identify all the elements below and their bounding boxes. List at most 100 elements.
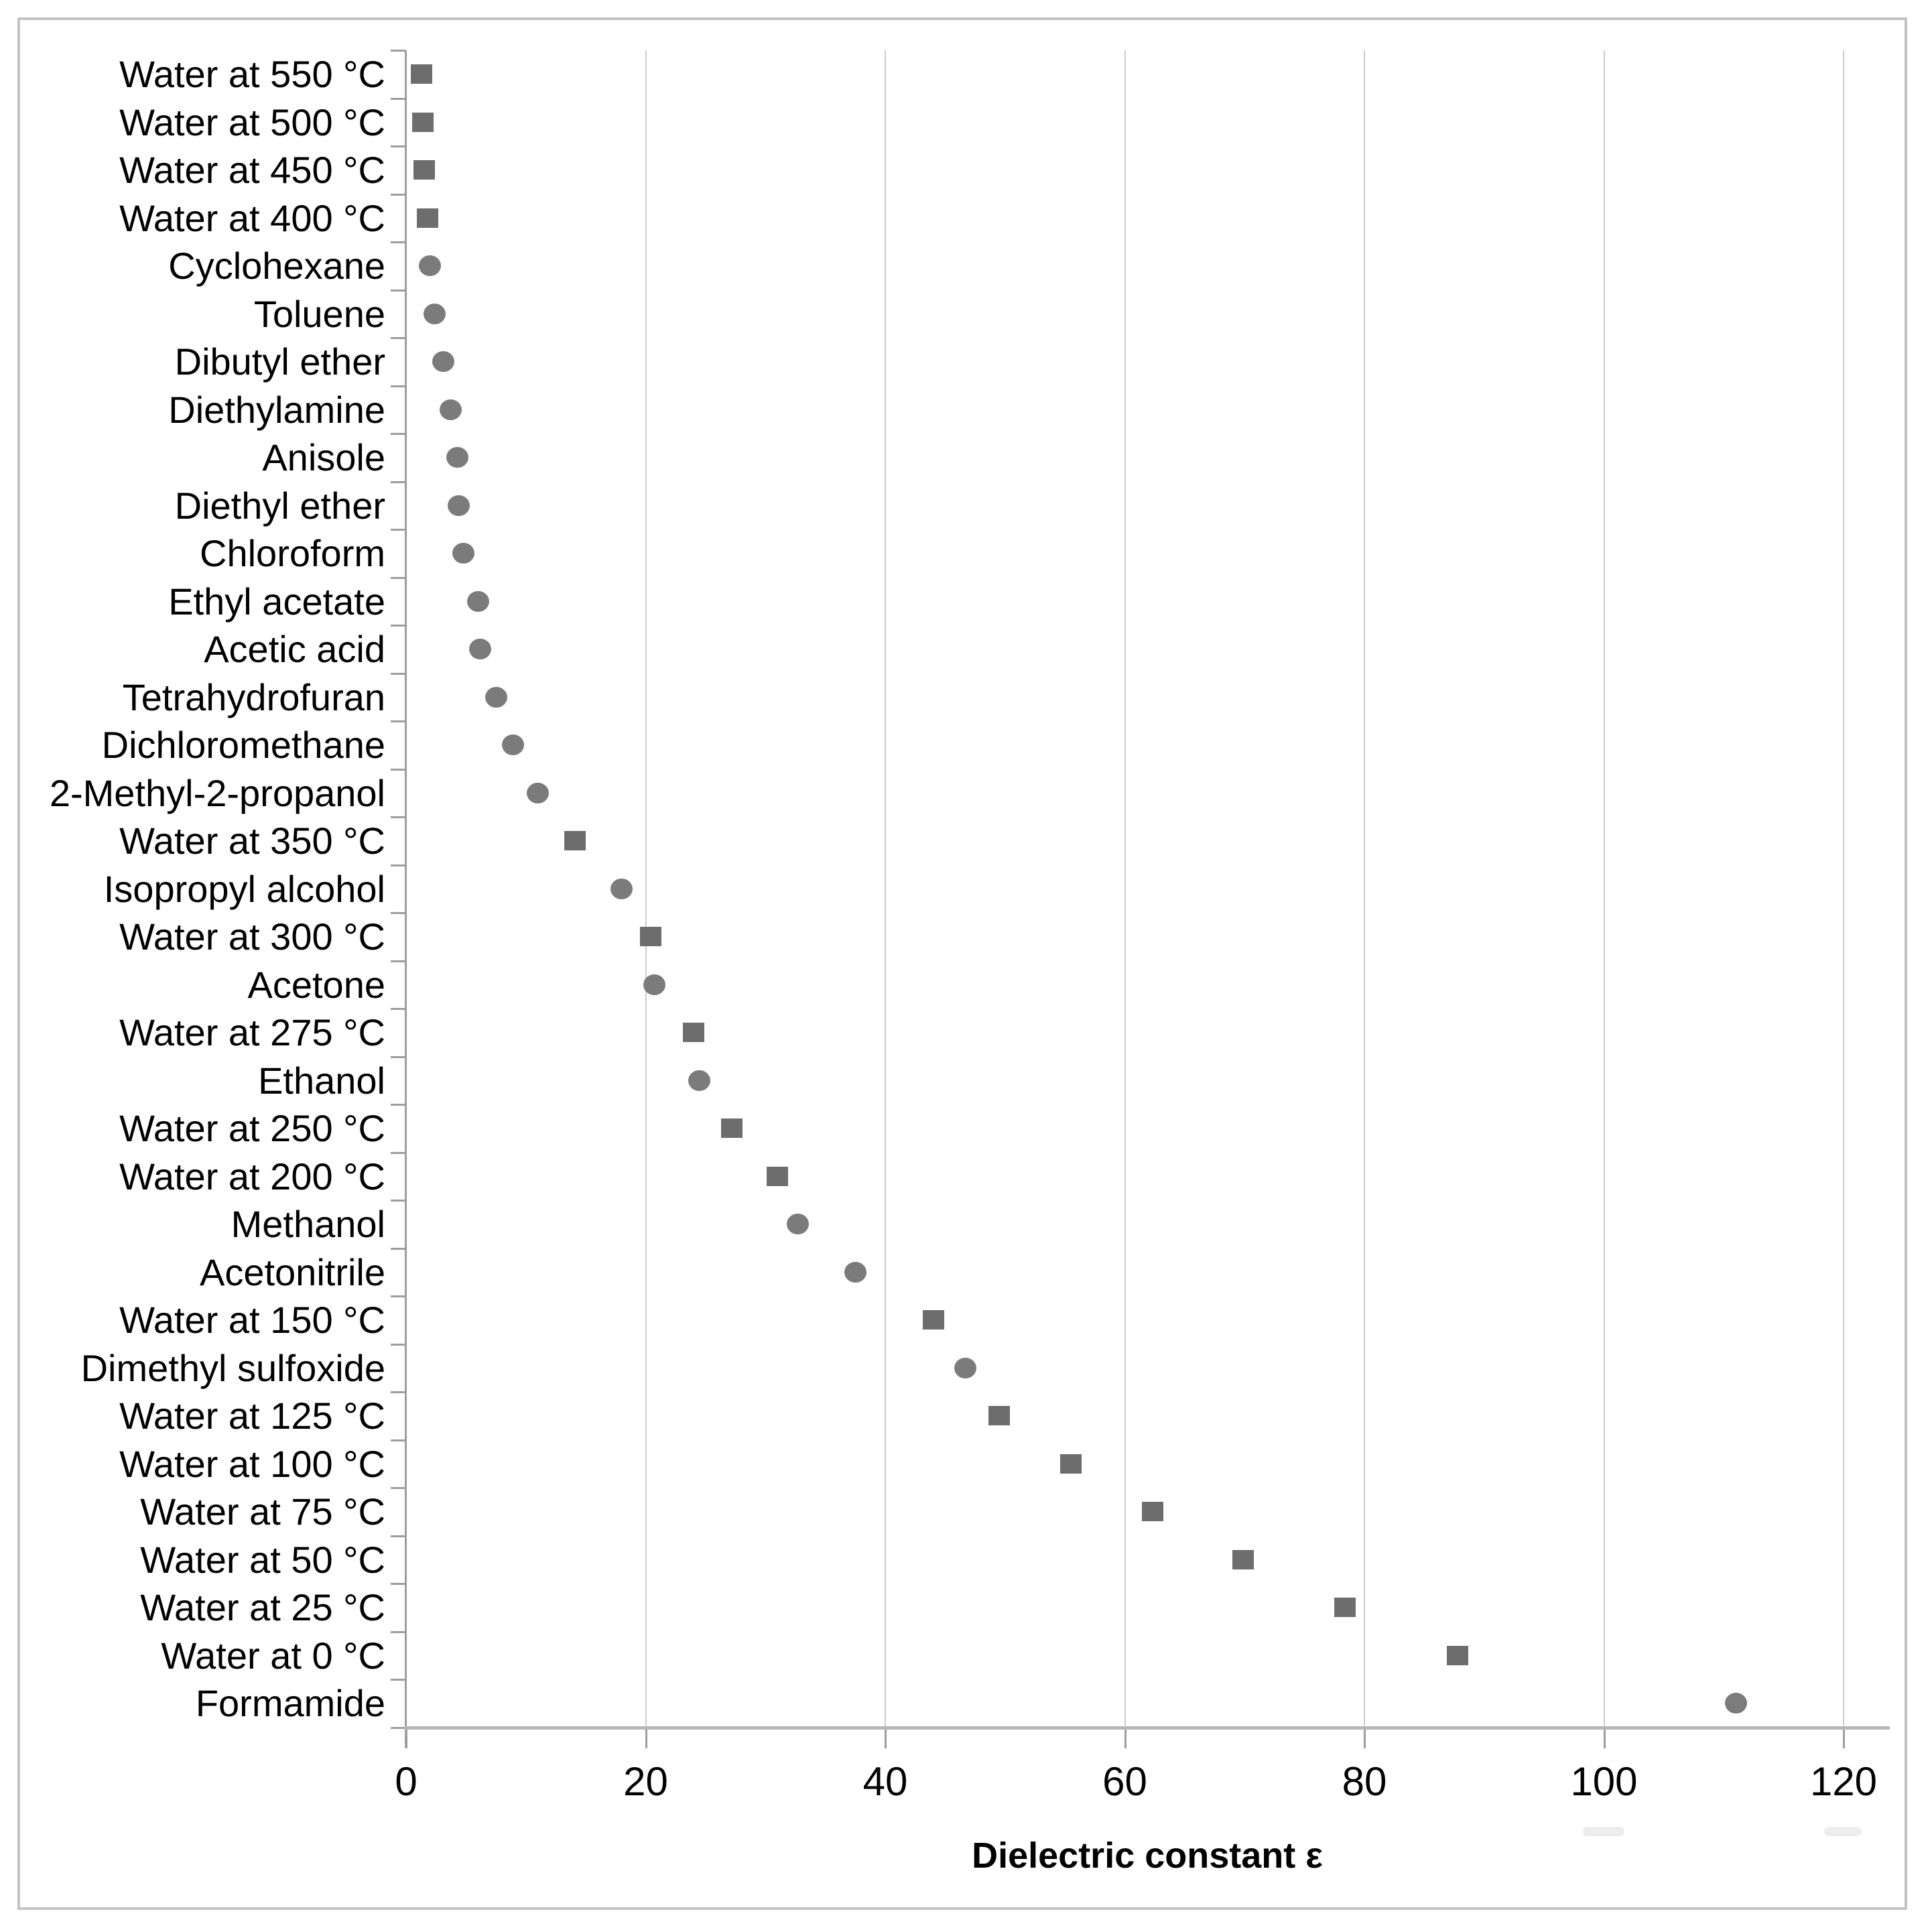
y-axis-tick — [391, 1104, 405, 1106]
data-point-square — [411, 64, 433, 84]
y-axis-tick — [391, 1151, 405, 1154]
y-axis-tick — [391, 50, 405, 52]
data-point-square — [1060, 1454, 1082, 1474]
gridline-x-60 — [1124, 50, 1126, 1731]
data-point-circle — [485, 686, 507, 708]
category-label: Water at 100 °C — [119, 1442, 385, 1485]
data-point-circle — [527, 782, 550, 803]
y-axis-tick — [391, 1726, 405, 1729]
data-point-square — [1334, 1598, 1356, 1618]
data-point-circle — [1724, 1693, 1747, 1714]
y-axis-tick — [391, 480, 405, 483]
category-label: Isopropyl alcohol — [103, 867, 385, 910]
y-axis-tick — [391, 1679, 405, 1681]
y-axis-tick — [391, 1487, 405, 1489]
x-axis-tick-40 — [885, 1730, 887, 1748]
y-axis-tick — [391, 1535, 405, 1537]
category-label: Water at 450 °C — [119, 149, 385, 191]
category-label: Formamide — [195, 1682, 385, 1724]
category-label: Water at 275 °C — [119, 1011, 385, 1053]
data-point-square — [417, 208, 439, 228]
gridline-x-100 — [1603, 50, 1605, 1731]
y-axis-tick — [391, 768, 405, 771]
category-label: Water at 0 °C — [161, 1634, 385, 1677]
data-point-circle — [452, 543, 475, 564]
x-axis-tick-20 — [645, 1730, 647, 1748]
y-axis-tick — [391, 864, 405, 866]
x-tick-label-0: 0 — [395, 1759, 417, 1804]
category-label: Chloroform — [200, 532, 385, 574]
y-axis-tick — [391, 385, 405, 387]
category-label: Water at 250 °C — [119, 1107, 385, 1149]
data-point-circle — [501, 734, 524, 756]
data-point-circle — [424, 303, 446, 324]
x-tick-label-60: 60 — [1102, 1759, 1147, 1804]
y-axis-tick — [391, 337, 405, 339]
artifact-smudge — [1824, 1827, 1862, 1836]
x-tick-label-80: 80 — [1342, 1759, 1387, 1804]
data-point-square — [413, 160, 435, 180]
gridline-x-40 — [885, 50, 886, 1731]
category-label: Water at 350 °C — [119, 820, 385, 862]
data-point-square — [1447, 1645, 1469, 1665]
data-point-square — [1141, 1502, 1163, 1522]
data-point-circle — [448, 495, 470, 516]
x-axis-tick-0 — [405, 1730, 407, 1748]
y-axis-tick — [391, 289, 405, 292]
category-label: Methanol — [231, 1203, 385, 1245]
y-axis-tick — [391, 1295, 405, 1297]
data-point-square — [564, 831, 586, 851]
data-point-square — [988, 1406, 1010, 1426]
category-label: Diethylamine — [168, 388, 385, 431]
category-label: Water at 75 °C — [140, 1490, 385, 1533]
y-axis-tick — [391, 1439, 405, 1441]
category-label: Dimethyl sulfoxide — [80, 1346, 385, 1389]
y-axis-tick — [391, 433, 405, 435]
data-point-square — [767, 1166, 789, 1186]
y-axis-tick — [391, 1055, 405, 1058]
category-label: Acetone — [247, 963, 386, 1006]
data-point-circle — [446, 447, 469, 468]
category-label: Ethyl acetate — [168, 580, 385, 623]
y-axis-tick — [391, 145, 405, 147]
category-label: Dibutyl ether — [174, 340, 385, 383]
data-point-circle — [954, 1357, 977, 1378]
category-label: Anisole — [262, 436, 385, 478]
category-label: Toluene — [253, 292, 385, 335]
y-axis-tick — [391, 625, 405, 627]
y-axis-tick — [391, 672, 405, 675]
data-point-circle — [610, 878, 633, 899]
x-tick-label-40: 40 — [862, 1759, 908, 1804]
x-axis-tick-120 — [1843, 1730, 1845, 1748]
category-label: Dichloromethane — [101, 724, 385, 766]
data-point-square — [639, 927, 661, 947]
data-point-square — [412, 112, 434, 132]
category-label: Diethyl ether — [174, 484, 385, 527]
category-label: Ethanol — [258, 1059, 385, 1102]
gridline-x-120 — [1843, 50, 1844, 1731]
y-axis-tick — [391, 193, 405, 196]
x-tick-label-120: 120 — [1809, 1759, 1878, 1804]
data-point-circle — [787, 1214, 809, 1235]
y-axis-tick — [391, 1200, 405, 1202]
category-label: Tetrahydrofuran — [122, 675, 385, 718]
category-label: 2-Methyl-2-propanol — [49, 771, 385, 814]
data-point-square — [1232, 1549, 1254, 1569]
category-label: Water at 200 °C — [119, 1155, 385, 1198]
y-axis-tick — [391, 1583, 405, 1585]
outer-border-frame — [17, 17, 1907, 1910]
x-axis-tick-100 — [1603, 1730, 1606, 1748]
data-point-circle — [844, 1261, 866, 1283]
data-point-circle — [432, 351, 454, 373]
category-label: Cyclohexane — [168, 245, 385, 287]
category-label: Water at 500 °C — [119, 101, 385, 143]
y-axis-line — [405, 50, 407, 1748]
y-axis-tick — [391, 816, 405, 818]
y-axis-tick — [391, 720, 405, 722]
y-axis-tick — [391, 912, 405, 914]
category-label: Water at 400 °C — [119, 196, 385, 239]
category-label: Acetic acid — [204, 628, 385, 670]
category-label: Water at 125 °C — [119, 1395, 385, 1437]
y-axis-tick — [391, 529, 405, 531]
